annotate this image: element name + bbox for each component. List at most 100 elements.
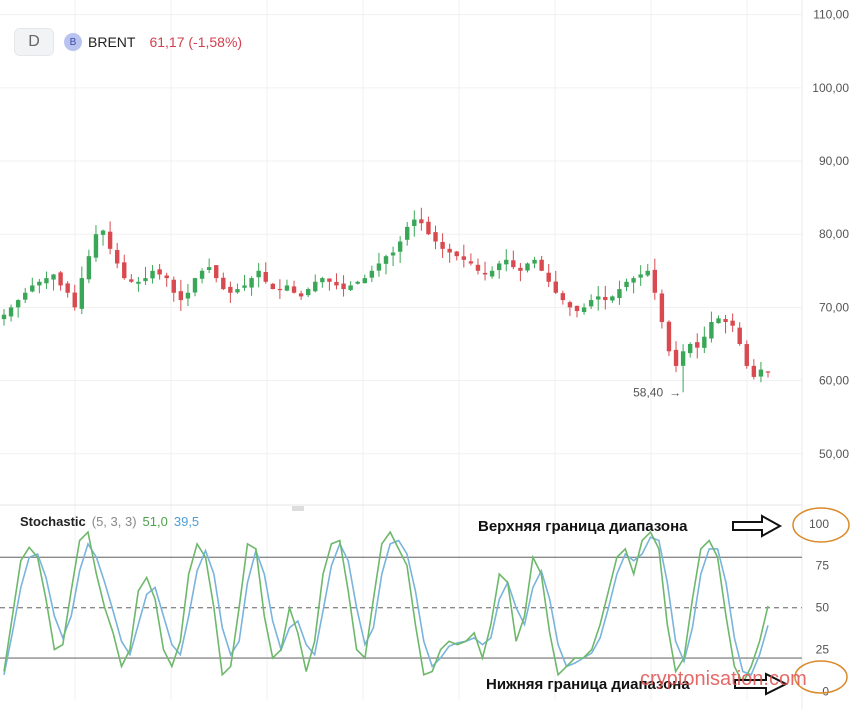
candle-body [666, 321, 672, 352]
candle-body [553, 281, 558, 293]
candle-body [86, 256, 92, 280]
candle-body [15, 300, 21, 308]
candle-body [122, 262, 127, 279]
candle-body [461, 256, 467, 260]
candle-body [730, 320, 735, 326]
price-tick-label: 50,00 [819, 447, 849, 461]
candle-body [150, 270, 155, 279]
watermark: cryptonisation.com [640, 668, 807, 690]
candle-body [313, 281, 318, 292]
candle-body [567, 302, 573, 308]
candle-body [546, 272, 551, 282]
candle-body [270, 283, 276, 290]
timeframe-button[interactable]: D [14, 28, 54, 56]
stochastic-header[interactable]: Stochastic (5, 3, 3) 51,0 39,5 [20, 514, 199, 529]
candle-body [185, 292, 191, 299]
price-grid [0, 0, 803, 709]
stochastic-tick-label: 0 [822, 685, 829, 699]
candle-body [383, 256, 389, 264]
candle-body [206, 267, 212, 270]
stochastic-axis: 100 75 50 25 0 [809, 517, 829, 699]
stochastic-tick-label: 100 [809, 517, 829, 531]
candle-body [433, 232, 438, 242]
stochastic-d-value: 39,5 [173, 514, 200, 529]
candle-body [58, 272, 63, 286]
candle-body [284, 285, 290, 291]
candle-body [603, 296, 608, 301]
candle-body [596, 296, 601, 300]
candle-body [249, 278, 254, 288]
symbol-badge-icon: B [64, 33, 82, 51]
candle-body [511, 260, 516, 268]
stochastic-name: Stochastic [20, 514, 86, 529]
candle-body [199, 270, 205, 279]
candle-body [581, 307, 587, 313]
candle-body [588, 300, 594, 307]
low-annotation-label: 58,40 [633, 385, 663, 399]
candle-body [475, 264, 481, 271]
candle-body [157, 269, 162, 275]
candle-body [645, 270, 650, 276]
candle-body [72, 292, 77, 308]
stochastic-tick-label: 75 [816, 559, 830, 573]
candle-body [100, 230, 106, 235]
candle-body [348, 285, 353, 291]
candle-body [405, 226, 410, 240]
upper-arrow-icon [732, 514, 783, 538]
candle-body [376, 263, 382, 271]
low-annotation-arrow: → [669, 385, 681, 399]
candle-body [305, 289, 311, 296]
lower-annotation-text: Нижняя граница диапазона [486, 676, 690, 693]
candle-body [744, 344, 749, 366]
pane-resize-handle[interactable] [292, 506, 304, 511]
upper-annotation-text: Верхняя граница диапазона [478, 518, 688, 535]
candle-body [136, 281, 141, 284]
candle-body [489, 270, 495, 277]
candle-body [79, 278, 85, 309]
candle-body [496, 263, 502, 271]
candle-body [390, 252, 396, 256]
candle-body [171, 279, 176, 293]
candle-body [716, 318, 721, 324]
candle-body [482, 272, 488, 275]
price-tick-label: 70,00 [819, 300, 849, 314]
candle-body [610, 296, 615, 301]
price-tick-label: 110,00 [813, 8, 849, 22]
lower-annotation: Нижняя граница диапазона [486, 660, 848, 696]
candle-body [709, 322, 714, 339]
candle-body [30, 285, 35, 292]
price-tick-label: 100,00 [812, 81, 849, 95]
candle-body [1, 314, 7, 320]
stochastic-k-line [3, 530, 769, 685]
candle-body [221, 277, 226, 290]
candle-body [228, 286, 233, 293]
candle-body [687, 343, 693, 354]
low-annotation: 58,40 → [633, 385, 681, 399]
candle-body [397, 241, 403, 252]
candle-body [23, 292, 28, 300]
stochastic-d-line [3, 536, 769, 676]
symbol-name[interactable]: BRENT [88, 34, 136, 50]
candle-body [44, 278, 49, 284]
stochastic-grid [0, 556, 802, 659]
candle-body [532, 259, 537, 264]
candle-body [242, 285, 247, 288]
candle-body [617, 289, 622, 299]
candle-body [214, 265, 219, 279]
candle-body [298, 293, 304, 297]
candle-body [539, 259, 544, 271]
candle-body [560, 293, 566, 301]
candle-body [107, 231, 113, 249]
candle-body [638, 274, 643, 278]
chart-header: D B BRENT 61,17 (-1,58%) [14, 28, 242, 56]
candle-body [412, 219, 417, 226]
price-tick-label: 80,00 [819, 227, 849, 241]
price-tick-label: 60,00 [819, 374, 849, 388]
candle-body [37, 281, 42, 286]
candle-body [93, 234, 99, 258]
candle-body [695, 342, 700, 348]
candle-body [525, 263, 530, 271]
candle-body [454, 251, 459, 257]
candle-body [263, 271, 268, 282]
